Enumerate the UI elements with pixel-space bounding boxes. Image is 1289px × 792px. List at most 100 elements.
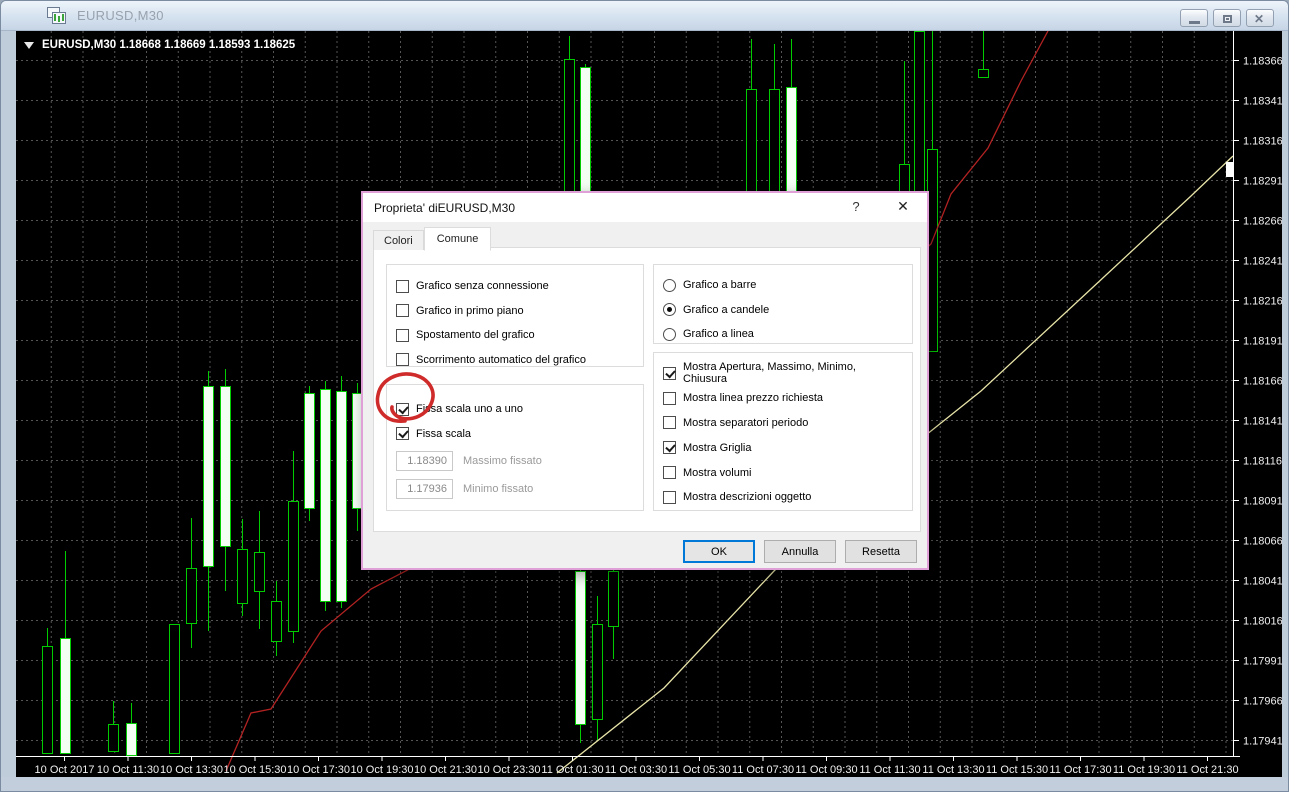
- svg-text:1.18216: 1.18216: [1243, 296, 1282, 308]
- svg-text:1.18041: 1.18041: [1243, 576, 1282, 588]
- checkbox-icon[interactable]: [396, 353, 409, 367]
- price-chart[interactable]: 1.18366 1.18341 1.18316 1.18291 1.18266 1.182…: [16, 30, 1283, 779]
- tab-colori[interactable]: Colori: [373, 230, 424, 250]
- checkbox-fissa-scala-uno-a-uno[interactable]: Fissa scala uno a uno: [396, 397, 634, 422]
- checkbox-icon[interactable]: [396, 402, 409, 416]
- checkbox-spostamento-del-grafico[interactable]: Spostamento del grafico: [396, 323, 634, 348]
- svg-text:1.17991: 1.17991: [1243, 656, 1282, 668]
- checkbox-icon[interactable]: [396, 279, 409, 293]
- minimize-icon: [1189, 21, 1200, 24]
- svg-text:11 Oct 17:30: 11 Oct 17:30: [1049, 764, 1111, 776]
- svg-text:1.18116: 1.18116: [1243, 456, 1282, 468]
- radio-grafico-a-barre[interactable]: Grafico a barre: [663, 273, 903, 298]
- window-title: EURUSD,M30: [77, 8, 164, 23]
- restore-button[interactable]: [1213, 9, 1241, 27]
- svg-text:10 Oct 11:30: 10 Oct 11:30: [97, 764, 159, 776]
- help-button[interactable]: ?: [852, 199, 860, 214]
- radio-grafico-a-candele[interactable]: Grafico a candele: [663, 298, 903, 323]
- svg-text:11 Oct 03:30: 11 Oct 03:30: [605, 764, 667, 776]
- checkbox-grafico-in-primo-piano[interactable]: Grafico in primo piano: [396, 299, 634, 324]
- checkbox-icon[interactable]: [663, 441, 676, 455]
- tab-comune[interactable]: Comune: [423, 227, 492, 251]
- svg-text:1.18341: 1.18341: [1243, 96, 1282, 108]
- svg-text:10 Oct 19:30: 10 Oct 19:30: [351, 764, 414, 776]
- svg-text:1.18316: 1.18316: [1243, 136, 1282, 148]
- svg-text:1.18141: 1.18141: [1243, 416, 1282, 428]
- annulla-button[interactable]: Annulla: [764, 540, 836, 563]
- svg-text:11 Oct 21:30: 11 Oct 21:30: [1176, 764, 1238, 776]
- checkbox-mostra-separatori-periodo[interactable]: Mostra separatori periodo: [663, 411, 903, 436]
- svg-text:1.18291: 1.18291: [1243, 176, 1282, 188]
- checkbox-icon[interactable]: [663, 466, 676, 480]
- radio-icon[interactable]: [663, 278, 676, 292]
- svg-text:11 Oct 07:30: 11 Oct 07:30: [732, 764, 794, 776]
- svg-text:11 Oct 01:30: 11 Oct 01:30: [541, 764, 603, 776]
- checkbox-icon[interactable]: [396, 304, 409, 318]
- minimo-fissato-field[interactable]: 1.17936: [396, 479, 453, 499]
- checkbox-icon[interactable]: [663, 366, 676, 380]
- checkbox-mostra-volumi[interactable]: Mostra volumi: [663, 460, 903, 485]
- minimize-button[interactable]: [1180, 9, 1208, 27]
- checkbox-icon[interactable]: [663, 416, 676, 430]
- svg-text:1.17966: 1.17966: [1243, 696, 1282, 708]
- massimo-fissato-label: Massimo fissato: [463, 455, 542, 467]
- close-button[interactable]: ✕: [1246, 9, 1274, 27]
- minimo-fissato-label: Minimo fissato: [463, 483, 534, 495]
- chevron-down-icon: [24, 41, 34, 49]
- svg-text:1.18016: 1.18016: [1243, 616, 1282, 628]
- svg-text:10 Oct 13:30: 10 Oct 13:30: [160, 764, 223, 776]
- checkbox-mostra-linea-prezzo-richiesta[interactable]: Mostra linea prezzo richiesta: [663, 386, 903, 411]
- svg-text:11 Oct 15:30: 11 Oct 15:30: [986, 764, 1048, 776]
- resetta-button[interactable]: Resetta: [845, 540, 917, 563]
- svg-text:10 Oct 17:30: 10 Oct 17:30: [287, 764, 350, 776]
- svg-text:1.18241: 1.18241: [1243, 256, 1282, 268]
- restore-icon: [1223, 15, 1232, 23]
- checkbox-icon[interactable]: [663, 391, 676, 405]
- svg-text:1.18191: 1.18191: [1243, 336, 1282, 348]
- svg-text:10 Oct 15:30: 10 Oct 15:30: [224, 764, 287, 776]
- checkbox-mostra-griglia[interactable]: Mostra Griglia: [663, 435, 903, 460]
- dialog-title: Proprieta' diEURUSD,M30: [374, 200, 516, 215]
- svg-text:1.18166: 1.18166: [1243, 376, 1282, 388]
- checkbox-scorrimento-automatico[interactable]: Scorrimento automatico del grafico: [396, 348, 634, 373]
- properties-dialog: Proprieta' diEURUSD,M30 ? ✕ Colori Comun…: [361, 191, 929, 570]
- svg-text:1.18266: 1.18266: [1243, 216, 1282, 228]
- display-options-group: Mostra Apertura, Massimo, Minimo, Chiusu…: [653, 352, 913, 511]
- window-frame-bottom: [1, 777, 1288, 791]
- window-titlebar[interactable]: EURUSD,M30 ✕: [1, 1, 1288, 31]
- chart-type-group: Grafico a barre Grafico a candele Grafic…: [653, 264, 913, 344]
- quote-line: EURUSD,M30 1.18668 1.18669 1.18593 1.186…: [24, 39, 295, 51]
- svg-text:1.18091: 1.18091: [1243, 496, 1282, 508]
- radio-icon[interactable]: [663, 303, 676, 317]
- radio-grafico-a-linea[interactable]: Grafico a linea: [663, 322, 903, 347]
- chart-canvas[interactable]: EURUSD,M30 1.18668 1.18669 1.18593 1.186…: [16, 30, 1283, 779]
- tab-page-comune: Grafico senza connessione Grafico in pri…: [373, 247, 921, 532]
- svg-text:11 Oct 11:30: 11 Oct 11:30: [859, 764, 920, 776]
- scale-options-group: Fissa scala uno a uno Fissa scala 1.1839…: [386, 384, 644, 511]
- svg-text:10 Oct 21:30: 10 Oct 21:30: [414, 764, 477, 776]
- checkbox-grafico-senza-connessione[interactable]: Grafico senza connessione: [396, 274, 634, 299]
- checkbox-mostra-ohlc[interactable]: Mostra Apertura, Massimo, Minimo, Chiusu…: [663, 361, 903, 386]
- svg-text:11 Oct 13:30: 11 Oct 13:30: [922, 764, 984, 776]
- quote-text: EURUSD,M30 1.18668 1.18669 1.18593 1.186…: [42, 39, 296, 51]
- radio-icon[interactable]: [663, 327, 676, 341]
- checkbox-icon[interactable]: [663, 490, 676, 504]
- chart-options-group: Grafico senza connessione Grafico in pri…: [386, 264, 644, 367]
- svg-text:10 Oct 23:30: 10 Oct 23:30: [478, 764, 541, 776]
- checkbox-fissa-scala[interactable]: Fissa scala: [396, 422, 634, 447]
- dialog-titlebar[interactable]: Proprieta' diEURUSD,M30 ? ✕: [363, 193, 927, 222]
- svg-text:1.18366: 1.18366: [1243, 56, 1282, 68]
- checkbox-icon[interactable]: [396, 427, 409, 441]
- app-icon: [47, 7, 67, 24]
- massimo-fissato-field[interactable]: 1.18390: [396, 451, 453, 471]
- dialog-close-button[interactable]: ✕: [897, 198, 909, 214]
- svg-text:10 Oct 2017: 10 Oct 2017: [35, 764, 95, 776]
- ok-button[interactable]: OK: [683, 540, 755, 563]
- svg-text:11 Oct 09:30: 11 Oct 09:30: [795, 764, 857, 776]
- svg-text:11 Oct 19:30: 11 Oct 19:30: [1113, 764, 1175, 776]
- checkbox-mostra-descrizioni-oggetto[interactable]: Mostra descrizioni oggetto: [663, 485, 903, 510]
- checkbox-icon[interactable]: [396, 328, 409, 342]
- close-icon: ✕: [1254, 12, 1265, 26]
- svg-text:11 Oct 05:30: 11 Oct 05:30: [668, 764, 730, 776]
